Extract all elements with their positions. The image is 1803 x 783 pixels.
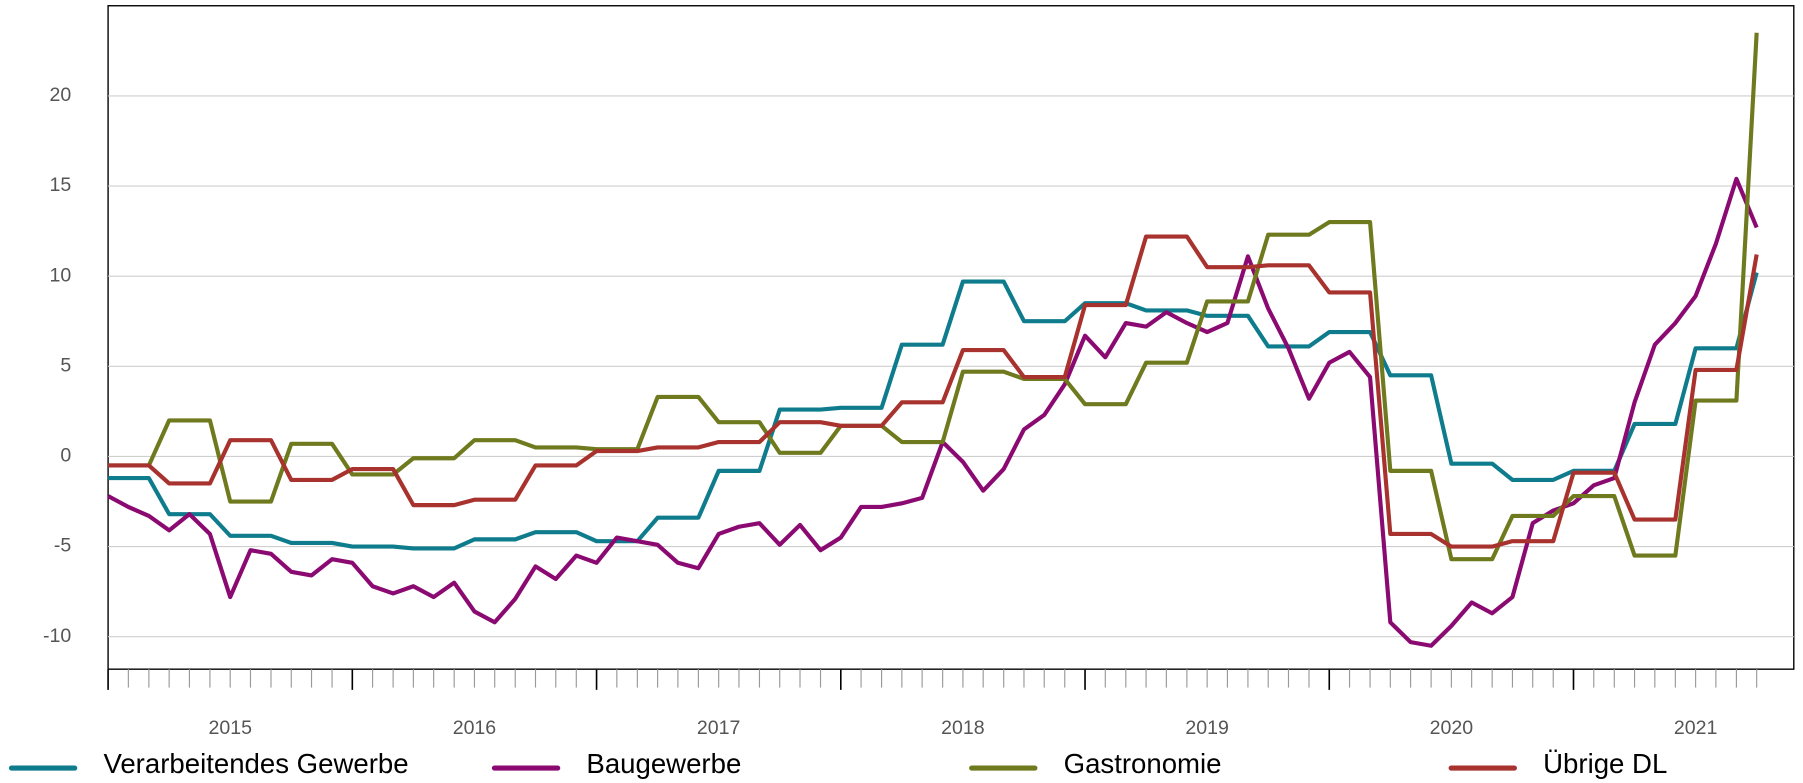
y-tick-label: -10 [43,625,71,647]
x-tick-label: 2015 [208,717,252,739]
legend-label: Gastronomie [1064,748,1222,779]
x-tick-label: 2018 [941,717,985,739]
x-tick-label: 2020 [1430,717,1474,739]
series-line [107,176,1759,648]
x-tick-label: 2021 [1674,717,1717,739]
plot-frame [107,5,1795,670]
x-tick-label: 2019 [1185,717,1228,739]
series-line [108,32,1759,562]
y-tick-label: -5 [54,535,72,557]
y-tick-label: 10 [50,264,72,286]
legend-label: Übrige DL [1543,748,1667,779]
x-tick-label: 2017 [697,717,740,739]
legend-label: Baugewerbe [586,748,741,779]
y-tick-label: 15 [50,174,72,196]
x-tick-label: 2016 [453,717,496,739]
series-line [108,234,1759,549]
series-line [108,272,1759,551]
legend-label: Verarbeitendes Gewerbe [103,748,408,779]
y-tick-label: 5 [60,354,71,376]
y-tick-label: 0 [60,445,71,467]
y-tick-label: 20 [50,84,72,106]
